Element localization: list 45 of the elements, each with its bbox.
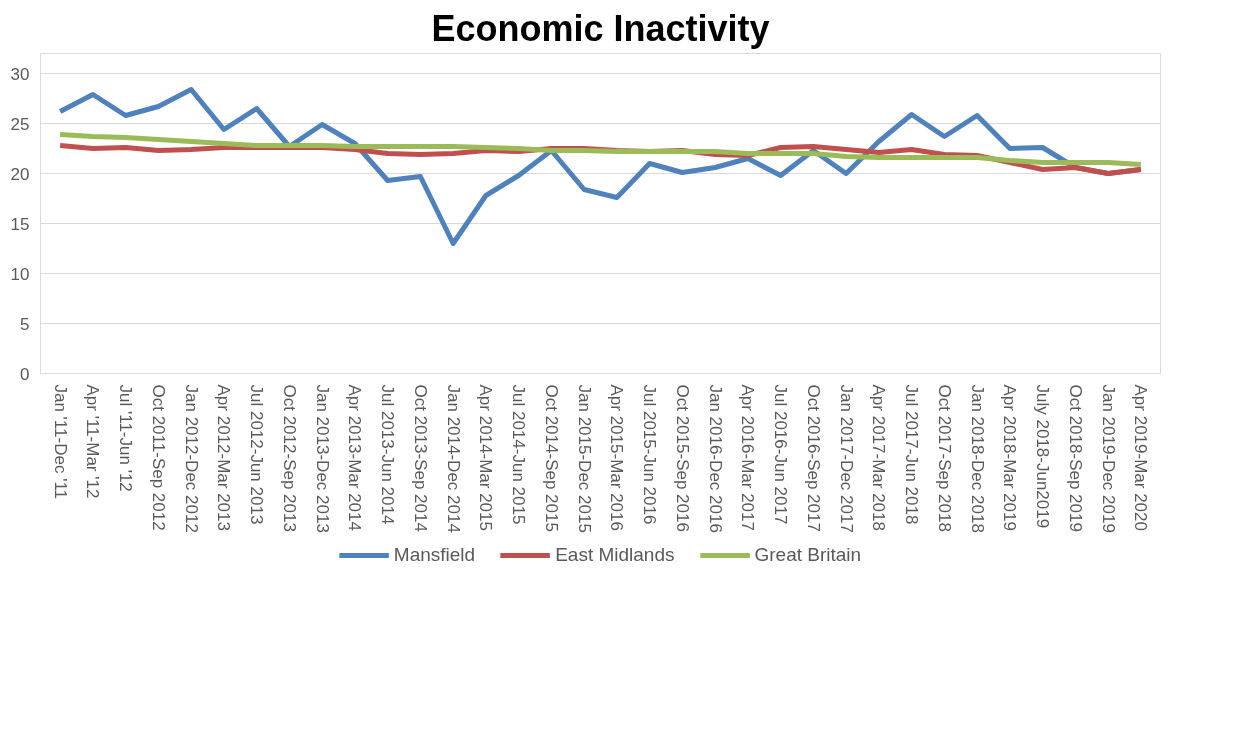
y-tick-label: 15: [10, 214, 30, 234]
x-tick-label: Jan 2013-Dec 2013: [312, 384, 332, 533]
x-tick-label: Oct 2012-Sep 2013: [279, 384, 299, 532]
x-tick-label: Apr 2015-Mar 2016: [607, 384, 627, 531]
y-tick-label: 10: [10, 264, 30, 284]
x-tick-label: Jan 2018-Dec 2018: [967, 384, 987, 533]
x-tick-label: Apr 2012-Mar 2013: [214, 384, 234, 531]
x-tick-label: Oct 2015-Sep 2016: [672, 384, 692, 532]
y-tick-label: 5: [20, 314, 30, 334]
x-tick-label: Jul 2012-Jun 2013: [247, 384, 267, 525]
x-tick-label: Apr '11-Mar '12: [83, 384, 103, 499]
x-tick-label: Jan 2019-Dec 2019: [1098, 384, 1118, 533]
y-tick-label: 0: [20, 364, 30, 384]
x-tick-label: Jul 2016-Jun 2017: [771, 384, 791, 525]
y-tick-label: 20: [10, 164, 30, 184]
x-tick-label: Apr 2019-Mar 2020: [1131, 384, 1151, 531]
x-tick-label: Oct 2013-Sep 2014: [410, 384, 430, 532]
y-tick-label: 25: [10, 114, 30, 134]
x-tick-label: July 2018-Jun2019: [1033, 384, 1053, 529]
x-tick-label: Oct 2014-Sep 2015: [541, 384, 561, 532]
x-tick-label: Oct 2011-Sep 2012: [148, 384, 168, 531]
x-tick-label: Jan 2015-Dec 2015: [574, 384, 594, 533]
x-tick-label: Oct 2017-Sep 2018: [934, 384, 954, 532]
x-tick-label: Jan 2017-Dec 2017: [836, 384, 856, 533]
x-tick-label: Jan '11-Dec '11: [50, 384, 70, 500]
x-tick-label: Oct 2018-Sep 2019: [1065, 384, 1085, 532]
legend-label: Mansfield: [393, 544, 476, 566]
x-tick-label: Jul 2014-Jun 2015: [509, 384, 529, 525]
x-tick-label: Oct 2016-Sep 2017: [803, 384, 823, 532]
x-tick-label: Jan 2014-Dec 2014: [443, 384, 463, 533]
legend-label: East Midlands: [555, 544, 675, 566]
x-tick-label: Jan 2012-Dec 2012: [181, 384, 201, 533]
chart-title: Economic Inactivity: [431, 7, 770, 49]
x-tick-label: Jul 2015-Jun 2016: [640, 384, 660, 525]
x-tick-label: Apr 2013-Mar 2014: [345, 384, 365, 531]
x-tick-label: Jan 2016-Dec 2016: [705, 384, 725, 533]
x-tick-label: Apr 2016-Mar 2017: [738, 384, 758, 531]
x-tick-label: Apr 2014-Mar 2015: [476, 384, 496, 531]
x-tick-label: Jul 2017-Jun 2018: [902, 384, 922, 525]
x-tick-label: Jul 2013-Jun 2014: [378, 384, 398, 525]
y-tick-label: 30: [10, 64, 30, 84]
legend-label: Great Britain: [754, 544, 862, 566]
x-tick-label: Jul '11-Jun '12: [116, 384, 136, 492]
x-tick-label: Apr 2017-Mar 2018: [869, 384, 889, 531]
x-tick-label: Apr 2018-Mar 2019: [1000, 384, 1020, 531]
